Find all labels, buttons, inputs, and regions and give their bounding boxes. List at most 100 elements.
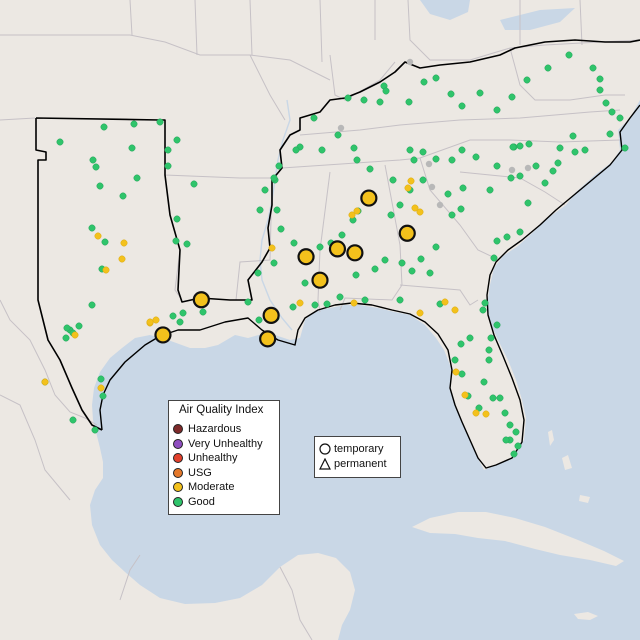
good-monitor-marker [173, 215, 181, 223]
temporary-monitor-marker[interactable] [360, 189, 378, 207]
good-monitor-marker [417, 255, 425, 263]
good-monitor-marker [444, 190, 452, 198]
good-monitor-marker [508, 93, 516, 101]
temporary-monitor-marker[interactable] [192, 291, 210, 309]
good-monitor-marker [476, 89, 484, 97]
temporary-moderate-monitors[interactable] [154, 189, 416, 348]
temporary-monitor-marker[interactable] [328, 240, 347, 258]
moderate-monitor-marker [41, 378, 49, 386]
good-monitor-marker [366, 165, 374, 173]
good-monitor-marker [398, 259, 406, 267]
bahamas-land [548, 430, 590, 503]
good-monitor-marker [524, 199, 532, 207]
good-monitor-marker [525, 140, 533, 148]
good-monitor-marker [420, 78, 428, 86]
good-monitor-marker [523, 76, 531, 84]
temporary-monitor-marker[interactable] [259, 330, 277, 348]
inactive-monitor-marker [337, 124, 345, 132]
inactive-monitor-marker [508, 166, 516, 174]
moderate-monitor-marker [461, 391, 469, 399]
inactive-monitor-marker [436, 201, 444, 209]
good-monitor-marker [310, 114, 318, 122]
good-monitor-marker [164, 146, 172, 154]
good-monitor-marker [475, 404, 483, 412]
inactive-monitor-marker [406, 58, 414, 66]
legend-swatch [173, 482, 183, 493]
great-lakes [420, 0, 575, 30]
good-monitor-marker [133, 174, 141, 182]
good-monitor-marker [371, 265, 379, 273]
good-monitor-marker [69, 416, 77, 424]
good-monitor-marker [183, 240, 191, 248]
good-monitor-marker [457, 340, 465, 348]
good-monitor-marker [432, 243, 440, 251]
temporary-monitor-marker[interactable] [262, 306, 280, 324]
temporary-monitor-marker[interactable] [311, 271, 329, 289]
good-monitor-marker [596, 75, 604, 83]
good-monitor-marker [255, 316, 263, 324]
mississippi-river [259, 99, 293, 331]
legend-label: USG [188, 466, 212, 479]
good-monitor-marker [389, 176, 397, 184]
moderate-monitors [41, 177, 490, 418]
moderate-monitor-marker [296, 299, 304, 307]
temporary-monitor-marker[interactable] [346, 244, 364, 262]
good-monitor-marker [606, 130, 614, 138]
good-monitor-marker [311, 301, 319, 309]
good-monitor-marker [410, 156, 418, 164]
coast-outline [99, 104, 640, 469]
legend-row-hazardous: Hazardous [173, 422, 241, 436]
moderate-monitor-marker [152, 316, 160, 324]
moderate-monitor-marker [348, 211, 356, 219]
good-monitor-marker [458, 370, 466, 378]
good-monitor-marker [589, 64, 597, 72]
legend-label-permanent: permanent [334, 458, 387, 470]
good-monitor-marker [569, 132, 577, 140]
moderate-monitor-marker [71, 331, 79, 339]
good-monitor-marker [381, 256, 389, 264]
good-monitor-marker [432, 155, 440, 163]
good-monitor-marker [489, 394, 497, 402]
inactive-monitors [337, 58, 532, 209]
moderate-monitor-marker [441, 298, 449, 306]
good-monitor-marker [176, 318, 184, 326]
temporary-monitor-marker[interactable] [398, 224, 416, 242]
good-monitor-marker [549, 167, 557, 175]
moderate-monitor-marker [268, 244, 276, 252]
legend-row-usg: USG [173, 466, 212, 480]
good-monitor-marker [493, 321, 501, 329]
good-monitor-marker [128, 144, 136, 152]
good-monitor-marker [466, 334, 474, 342]
good-monitor-marker [541, 179, 549, 187]
good-monitor-marker [458, 102, 466, 110]
legend-label: Hazardous [188, 423, 242, 435]
temporary-monitor-marker[interactable] [297, 248, 315, 266]
moderate-monitor-marker [120, 239, 128, 247]
good-monitor-marker [256, 206, 264, 214]
temporary-monitor-marker[interactable] [154, 326, 172, 344]
legend-row-temporary: temporary [319, 442, 384, 456]
good-monitor-marker [353, 156, 361, 164]
good-monitor-marker [56, 138, 64, 146]
good-monitor-marker [275, 162, 283, 170]
legend-row-unhealthy: Unhealthy [173, 451, 238, 465]
moderate-monitor-marker [97, 384, 105, 392]
good-monitor-marker [447, 90, 455, 98]
legend-swatch [173, 438, 183, 449]
good-monitor-marker [91, 426, 99, 434]
good-monitor-marker [75, 322, 83, 330]
good-monitor-marker [156, 118, 164, 126]
good-monitor-marker [270, 259, 278, 267]
good-monitor-marker [472, 153, 480, 161]
moderate-monitor-marker [411, 204, 419, 212]
good-monitor-marker [290, 239, 298, 247]
inactive-monitor-marker [428, 183, 436, 191]
good-monitor-marker [510, 450, 518, 458]
good-monitor-marker [457, 205, 465, 213]
good-monitor-marker [62, 334, 70, 342]
good-monitor-marker [130, 120, 138, 128]
inactive-monitor-marker [425, 160, 433, 168]
good-monitor-marker [487, 334, 495, 342]
